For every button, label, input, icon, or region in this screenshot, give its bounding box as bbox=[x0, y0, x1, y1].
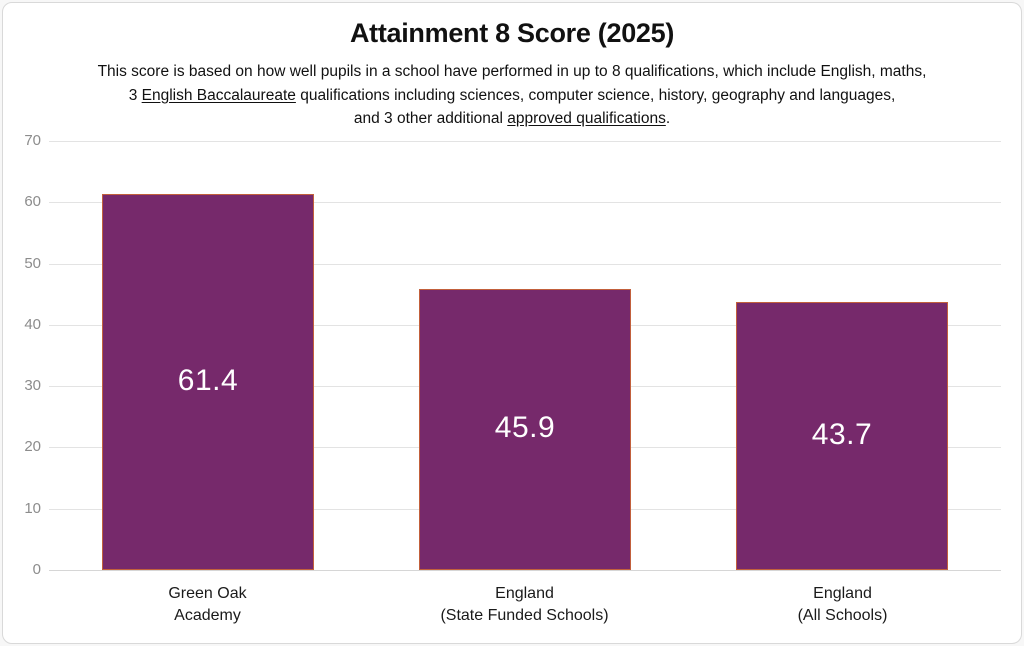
gridline bbox=[49, 202, 1001, 203]
bar-0 bbox=[102, 194, 314, 570]
subtitle-text: and 3 other additional bbox=[353, 110, 508, 127]
gridline bbox=[49, 141, 1001, 142]
x-axis-category-label: England (State Funded Schools) bbox=[440, 585, 609, 624]
y-axis-tick-label: 20 bbox=[24, 438, 41, 455]
chart-title: Attainment 8 Score (2025) bbox=[349, 18, 675, 48]
chart-subtitle-line: 3 English Baccalaureate qualifications i… bbox=[3, 84, 1021, 108]
y-axis-tick-label: 70 bbox=[24, 132, 41, 149]
subtitle-text: 3 bbox=[128, 86, 142, 104]
chart-subtitle-line: and 3 other additional approved qualific… bbox=[3, 107, 1021, 131]
bar-2 bbox=[736, 302, 948, 570]
chart-subtitle: This score is based on how well pupils i… bbox=[3, 60, 1021, 131]
plot-area: 0 10 20 30 40 50 60 70 61.4 Green Oak Academy 45.9… bbox=[3, 3, 1021, 643]
y-axis-tick-label: 50 bbox=[24, 255, 41, 272]
y-axis-tick-label: 10 bbox=[24, 500, 41, 517]
gridline bbox=[49, 264, 1001, 265]
x-axis-category-label: Green Oak Academy bbox=[168, 585, 247, 624]
y-axis-tick-label: 40 bbox=[24, 316, 41, 333]
subtitle-text: This score is based on how well pupils i… bbox=[97, 63, 927, 80]
y-axis-tick-label: 30 bbox=[24, 377, 41, 394]
subtitle-text: qualifications including sciences, compu… bbox=[295, 86, 896, 104]
y-axis-tick-label: 60 bbox=[24, 193, 41, 210]
x-axis-zero-line bbox=[49, 570, 1001, 571]
y-axis-tick-label: 0 bbox=[32, 561, 41, 578]
subtitle-text: . bbox=[665, 110, 671, 127]
chart-subtitle-line: This score is based on how well pupils i… bbox=[3, 60, 1021, 84]
bar-value-label: 43.7 bbox=[811, 418, 873, 451]
x-axis-category-label: England (All Schools) bbox=[797, 585, 888, 624]
subtitle-underlined-phrase: approved qualifications bbox=[507, 110, 666, 127]
subtitle-underlined-phrase: English Baccalaureate bbox=[141, 86, 296, 104]
bar-value-label: 61.4 bbox=[177, 364, 239, 397]
bar-value-label: 45.9 bbox=[494, 411, 556, 444]
bar-1 bbox=[419, 289, 631, 570]
